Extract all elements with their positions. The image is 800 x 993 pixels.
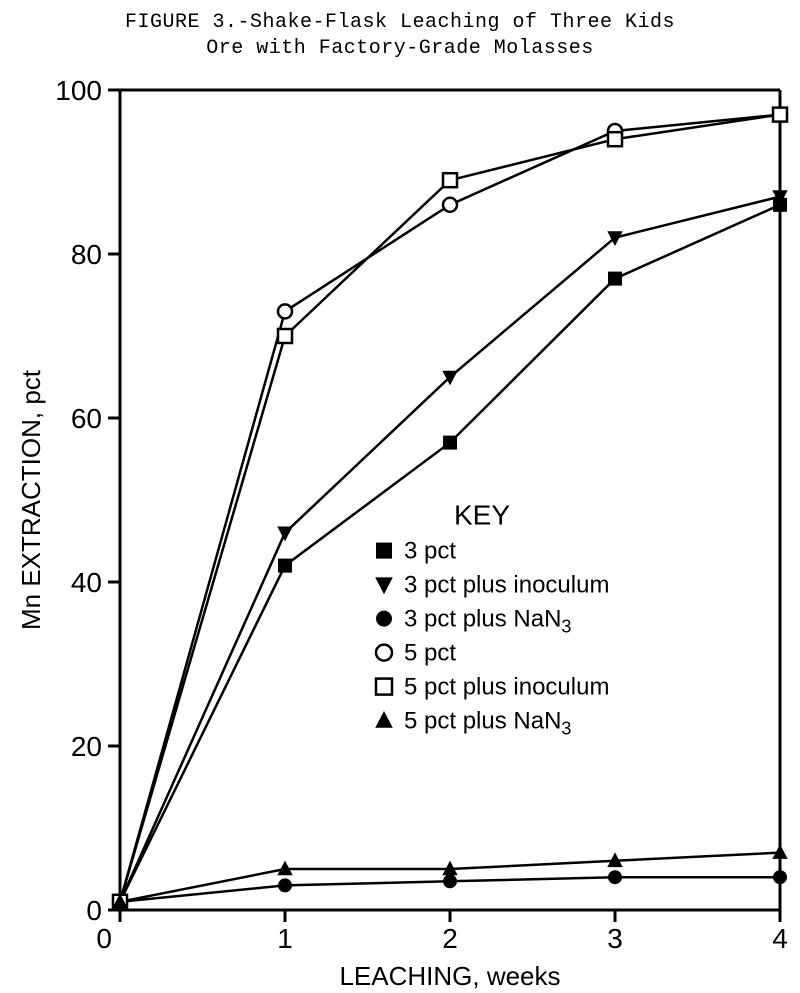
caption-line-2: Ore with Factory-Grade Molasses	[206, 37, 594, 60]
series-markers	[113, 108, 787, 909]
legend-item-label: 5 pct plus NaN3	[404, 708, 571, 739]
y-axis-label: Mn EXTRACTION, pct	[16, 369, 46, 630]
x-tick-label: 4	[772, 923, 788, 954]
y-tick-label: 100	[55, 75, 102, 106]
chart-legend: KEY 3 pct 3 pct plus inoculum 3 pct plus Na…	[375, 500, 609, 739]
caption-line-1: FIGURE 3.-Shake-Flask Leaching of Three …	[125, 11, 675, 34]
figure-caption: FIGURE 3.-Shake-Flask Leaching of Three …	[0, 10, 800, 62]
chart-page: FIGURE 3.-Shake-Flask Leaching of Three …	[0, 0, 800, 993]
y-tick-label: 40	[71, 567, 102, 598]
series-line	[120, 115, 780, 902]
legend-item-label: 3 pct plus NaN3	[404, 606, 571, 637]
y-tick-label: 0	[86, 895, 102, 926]
legend-item-label: 3 pct plus inoculum	[404, 572, 609, 599]
y-tick-label: 20	[71, 731, 102, 762]
series-markers	[113, 108, 787, 909]
y-tick-label: 80	[71, 239, 102, 270]
legend-item-label: 5 pct	[404, 640, 456, 667]
x-tick-label: 0	[96, 923, 112, 954]
x-axis-label: LEACHING, weeks	[339, 961, 560, 991]
y-tick-label: 60	[71, 403, 102, 434]
x-tick-label: 3	[607, 923, 623, 954]
x-tick-label: 2	[442, 923, 458, 954]
x-tick-label: 1	[277, 923, 293, 954]
legend-item-label: 3 pct	[404, 538, 456, 565]
legend-item-label: 5 pct plus inoculum	[404, 674, 609, 701]
series-line	[120, 115, 780, 902]
legend-title: KEY	[454, 500, 510, 531]
leaching-chart: 0 20 40 60 80 100 0 1 2 3 4 Mn EXTRACTION, pct LEACH…	[0, 0, 800, 993]
